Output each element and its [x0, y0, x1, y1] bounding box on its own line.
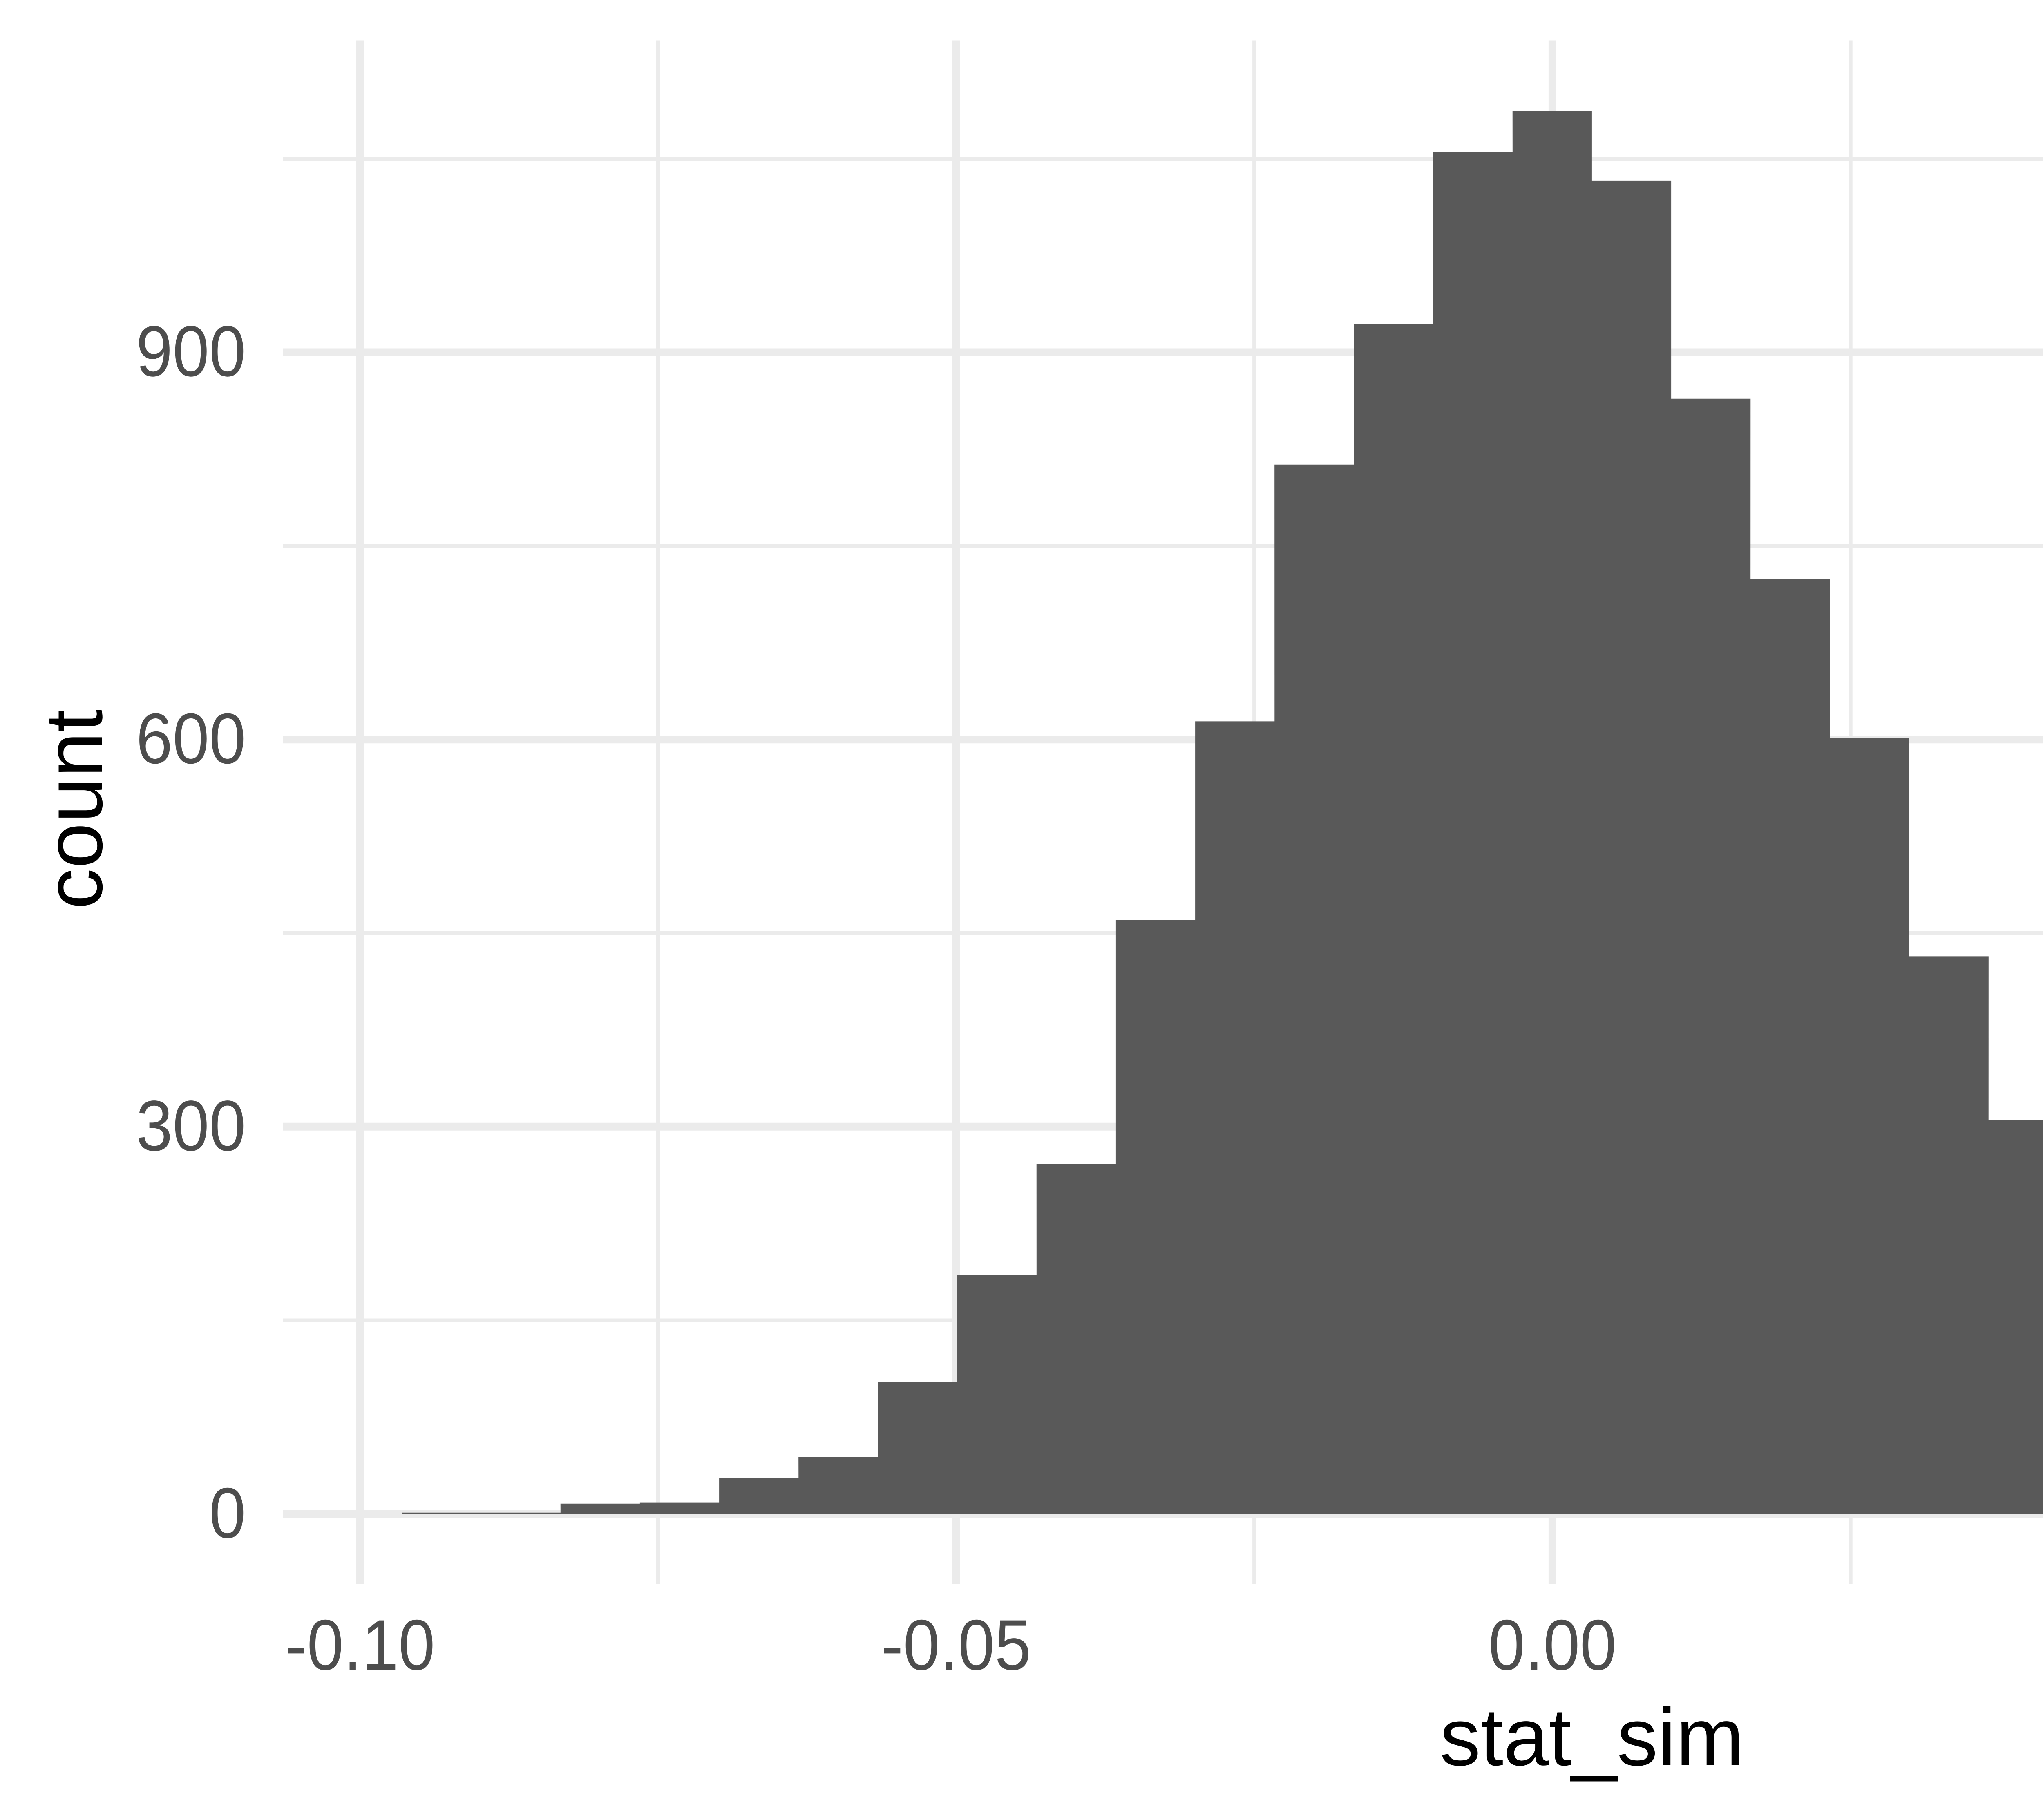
- svg-text:0: 0: [209, 1473, 246, 1553]
- svg-text:-0.10: -0.10: [285, 1605, 435, 1685]
- svg-text:-0.05: -0.05: [881, 1605, 1031, 1685]
- svg-text:count: count: [28, 709, 119, 909]
- svg-text:900: 900: [136, 311, 246, 391]
- svg-text:0.00: 0.00: [1489, 1605, 1616, 1685]
- svg-text:300: 300: [136, 1086, 246, 1166]
- svg-text:stat_sim: stat_sim: [1440, 1692, 1744, 1783]
- svg-text:600: 600: [136, 699, 246, 779]
